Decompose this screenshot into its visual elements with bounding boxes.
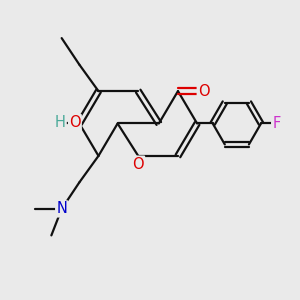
Text: N: N bbox=[56, 201, 67, 216]
Text: H: H bbox=[55, 115, 66, 130]
Text: O: O bbox=[198, 84, 209, 99]
Text: F: F bbox=[272, 116, 281, 131]
Text: O: O bbox=[132, 157, 144, 172]
Text: O: O bbox=[69, 115, 81, 130]
